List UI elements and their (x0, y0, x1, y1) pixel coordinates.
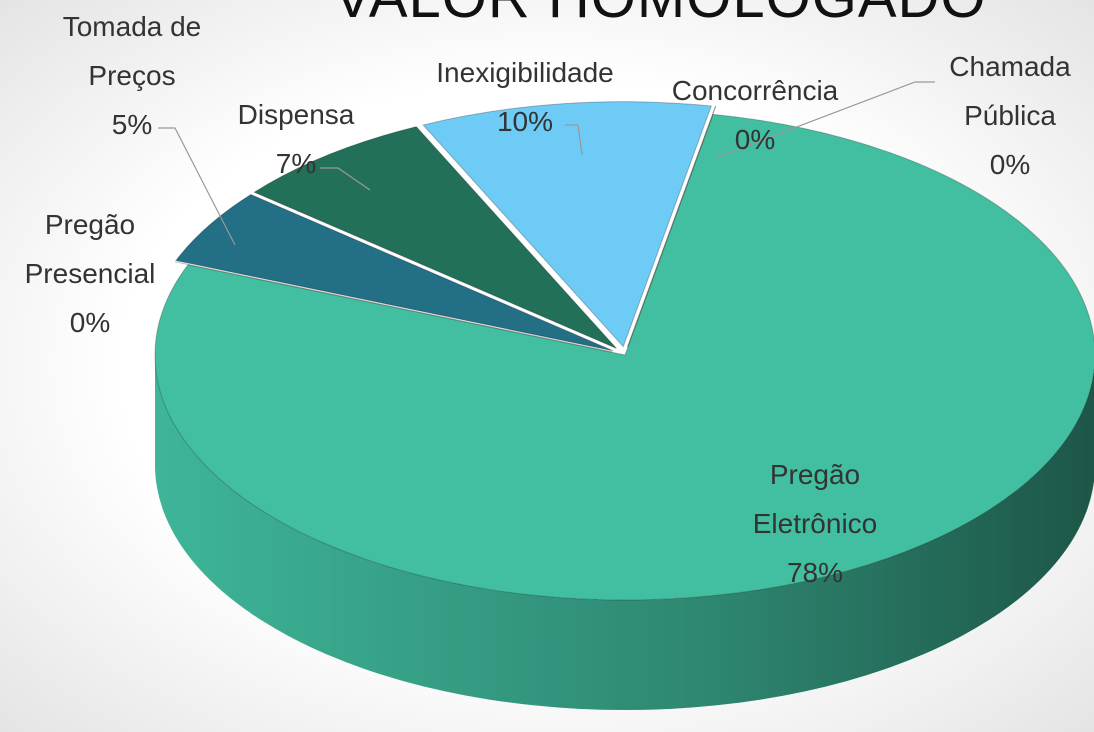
data-label: Tomada de Preços 5% (42, 2, 222, 149)
chart-title: VALOR HOMOLOGADO (333, 0, 986, 31)
slice (422, 101, 713, 348)
label-name: Pregão Eletrônico (752, 459, 878, 539)
label-name: Inexigibilidade (436, 57, 614, 88)
leader-lines (158, 81, 935, 246)
label-value: 10% (496, 106, 554, 137)
slice-side-shade (155, 355, 1094, 710)
data-label: Pregão Presencial 0% (5, 200, 175, 347)
label-value: 78% (786, 557, 844, 588)
pie (154, 101, 1094, 710)
leader-line (565, 124, 583, 156)
leader-line (320, 167, 371, 191)
slice (154, 113, 1094, 601)
slice (253, 126, 617, 349)
label-value: 7% (275, 148, 317, 179)
label-name: Concorrência (671, 75, 839, 106)
data-label: Chamada Pública 0% (935, 42, 1085, 189)
label-value: 0% (734, 124, 776, 155)
data-label: Dispensa 7% (216, 90, 376, 188)
label-name: Dispensa (237, 99, 355, 130)
leader-line (714, 81, 935, 159)
data-label: Pregão Eletrônico 78% (725, 450, 905, 597)
leader-line (158, 127, 236, 246)
label-name: Chamada Pública (949, 51, 1071, 131)
label-value: 5% (111, 109, 153, 140)
label-value: 0% (69, 307, 111, 338)
slice (175, 193, 614, 352)
data-label: Concorrência 0% (640, 66, 870, 164)
label-name: Pregão Presencial (24, 209, 156, 289)
label-name: Tomada de Preços (62, 11, 202, 91)
data-label: Inexigibilidade 10% (405, 48, 645, 146)
label-value: 0% (989, 149, 1031, 180)
